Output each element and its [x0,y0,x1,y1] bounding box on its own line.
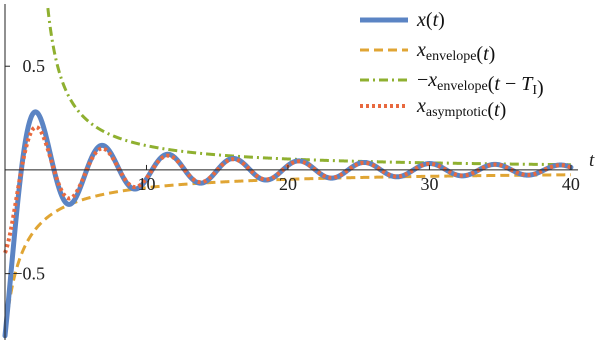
ticks-group: 10 20 30 40 −0.5 0.5 [5,56,580,284]
axes-layer: 10 20 30 40 −0.5 0.5 t [4,4,595,340]
legend-label-neg_envelope_shift: −xenvelope(t − TI) [417,69,544,99]
legend-label-x: x(t) [416,9,445,31]
legend: x(t) xenvelope(t) −xenvelope(t − TI)xasymp… [360,9,544,121]
y-tick-label: −0.5 [12,264,45,284]
x-tick-label: 10 [137,174,155,194]
series-line-neg_envelope_shift [46,7,573,167]
x-tick-label: 30 [420,174,438,194]
legend-label-asymptotic: xasymptotic(t) [416,95,506,121]
x-axis-label: t [589,150,595,171]
x-tick-label: 20 [279,174,297,194]
x-tick-label: 40 [562,174,580,194]
y-tick-label: 0.5 [23,56,46,76]
legend-label-envelope: xenvelope(t) [416,39,495,65]
series-line-x [2,109,574,339]
series-line-envelope [3,173,573,337]
